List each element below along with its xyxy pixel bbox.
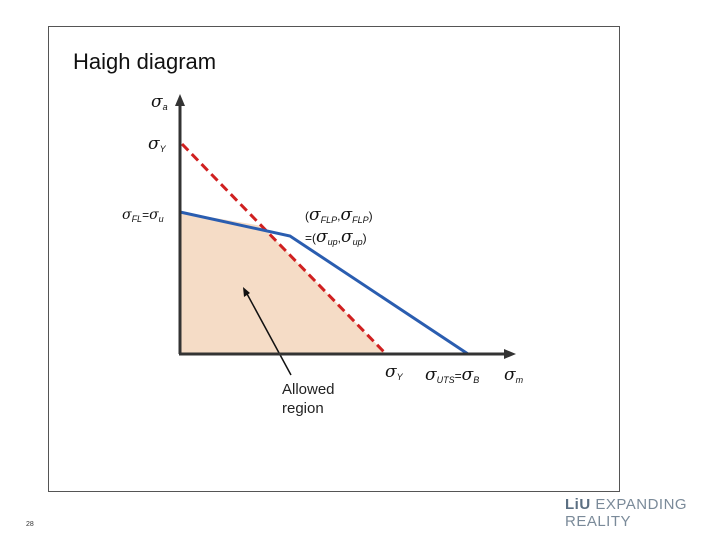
diagram-title: Haigh diagram	[73, 49, 217, 74]
liu-logo: LiU EXPANDING REALITY	[565, 496, 688, 530]
allowed-region-area	[180, 212, 386, 354]
fatigue-boundary-line	[179, 210, 469, 356]
sigma-m-label: σm	[504, 365, 524, 385]
allowed-region-pointer	[245, 291, 292, 376]
sigma-a-label: σa	[151, 92, 168, 112]
slide-frame	[48, 26, 620, 492]
sigma-y-x-label: σY	[385, 362, 403, 382]
sigma-y-label: σY	[148, 134, 166, 154]
sigma-uts-label: σUTS=σB	[425, 365, 480, 385]
sigma-fl-label: σFL=σu	[122, 207, 164, 224]
y-axis-arrow	[175, 94, 185, 106]
page-number: 28	[26, 521, 34, 528]
allowed-region-note: Allowed region	[282, 381, 335, 417]
yield-line	[180, 142, 388, 356]
flp-point-label: (σFLP,σFLP)	[305, 205, 373, 225]
x-axis-arrow	[504, 349, 516, 359]
pointer-arrowhead	[243, 287, 250, 297]
up-point-label: =(σup,σup)	[305, 227, 367, 247]
